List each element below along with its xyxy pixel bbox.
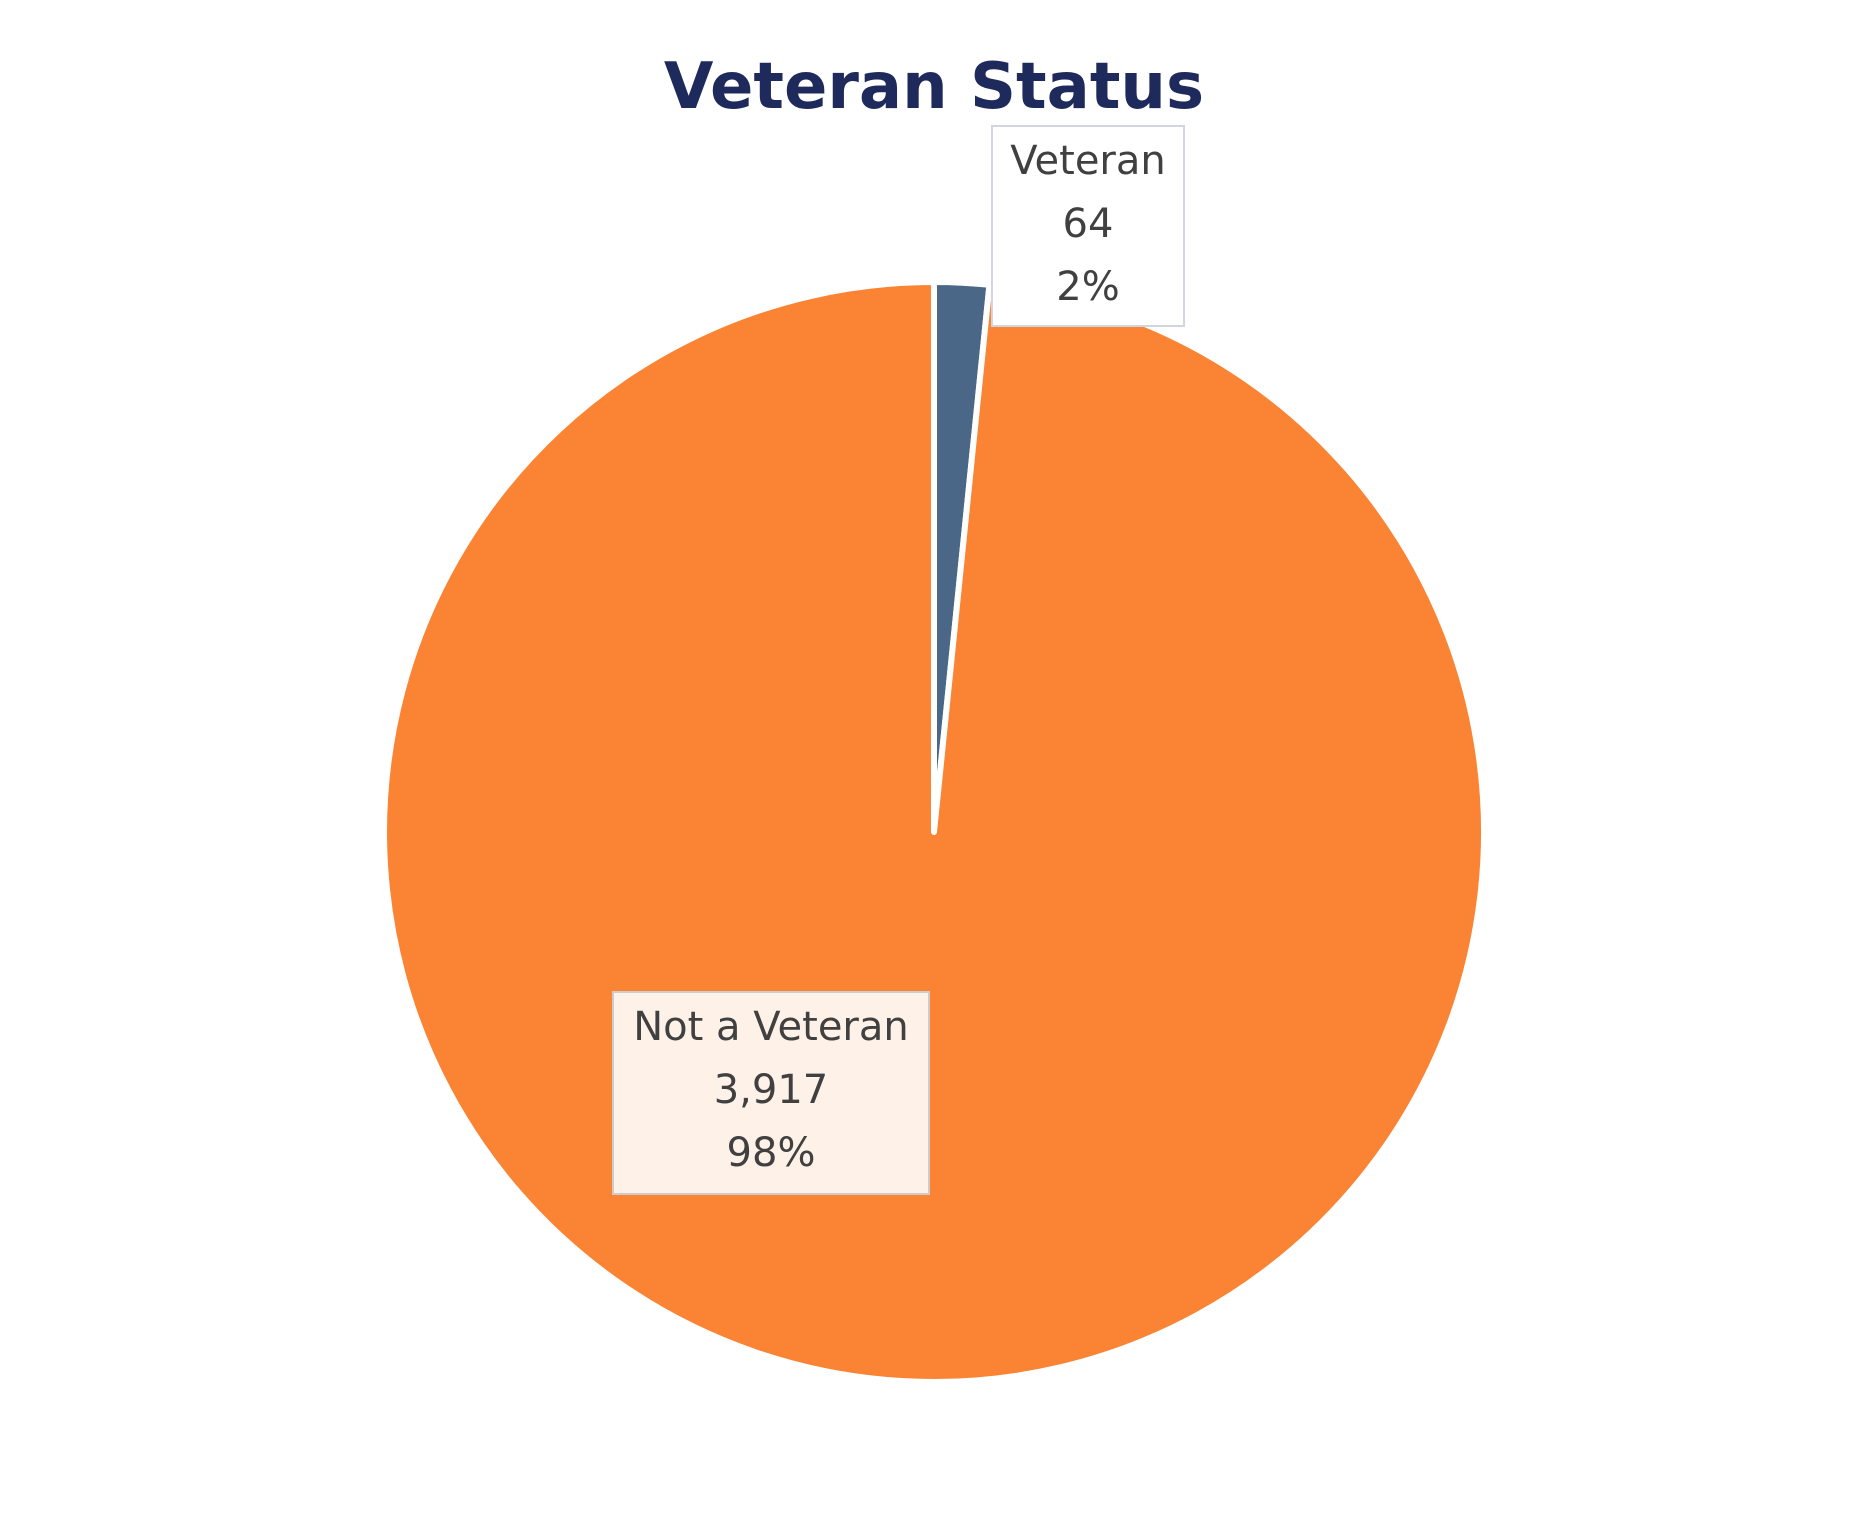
pie-slices [381, 278, 1487, 1385]
data-label-value: 3,917 [714, 1067, 829, 1113]
pie-slice-not-a-veteran [381, 279, 1487, 1385]
chart-title: Veteran Status [664, 50, 1204, 124]
data-label-name: Not a Veteran [633, 1004, 909, 1050]
data-label-name: Veteran [1010, 138, 1165, 184]
data-label-not-a-veteran: Not a Veteran 3,917 98% [612, 991, 930, 1195]
data-label-box [612, 991, 930, 1195]
data-label-percent: 98% [727, 1130, 816, 1176]
data-label-box [991, 125, 1185, 327]
data-label-value: 64 [1063, 201, 1114, 247]
data-label-percent: 2% [1056, 264, 1119, 310]
data-label-veteran: Veteran 64 2% [991, 125, 1185, 327]
pie-labels: Veteran 64 2% Not a Veteran 3,917 98% [612, 125, 1185, 1195]
